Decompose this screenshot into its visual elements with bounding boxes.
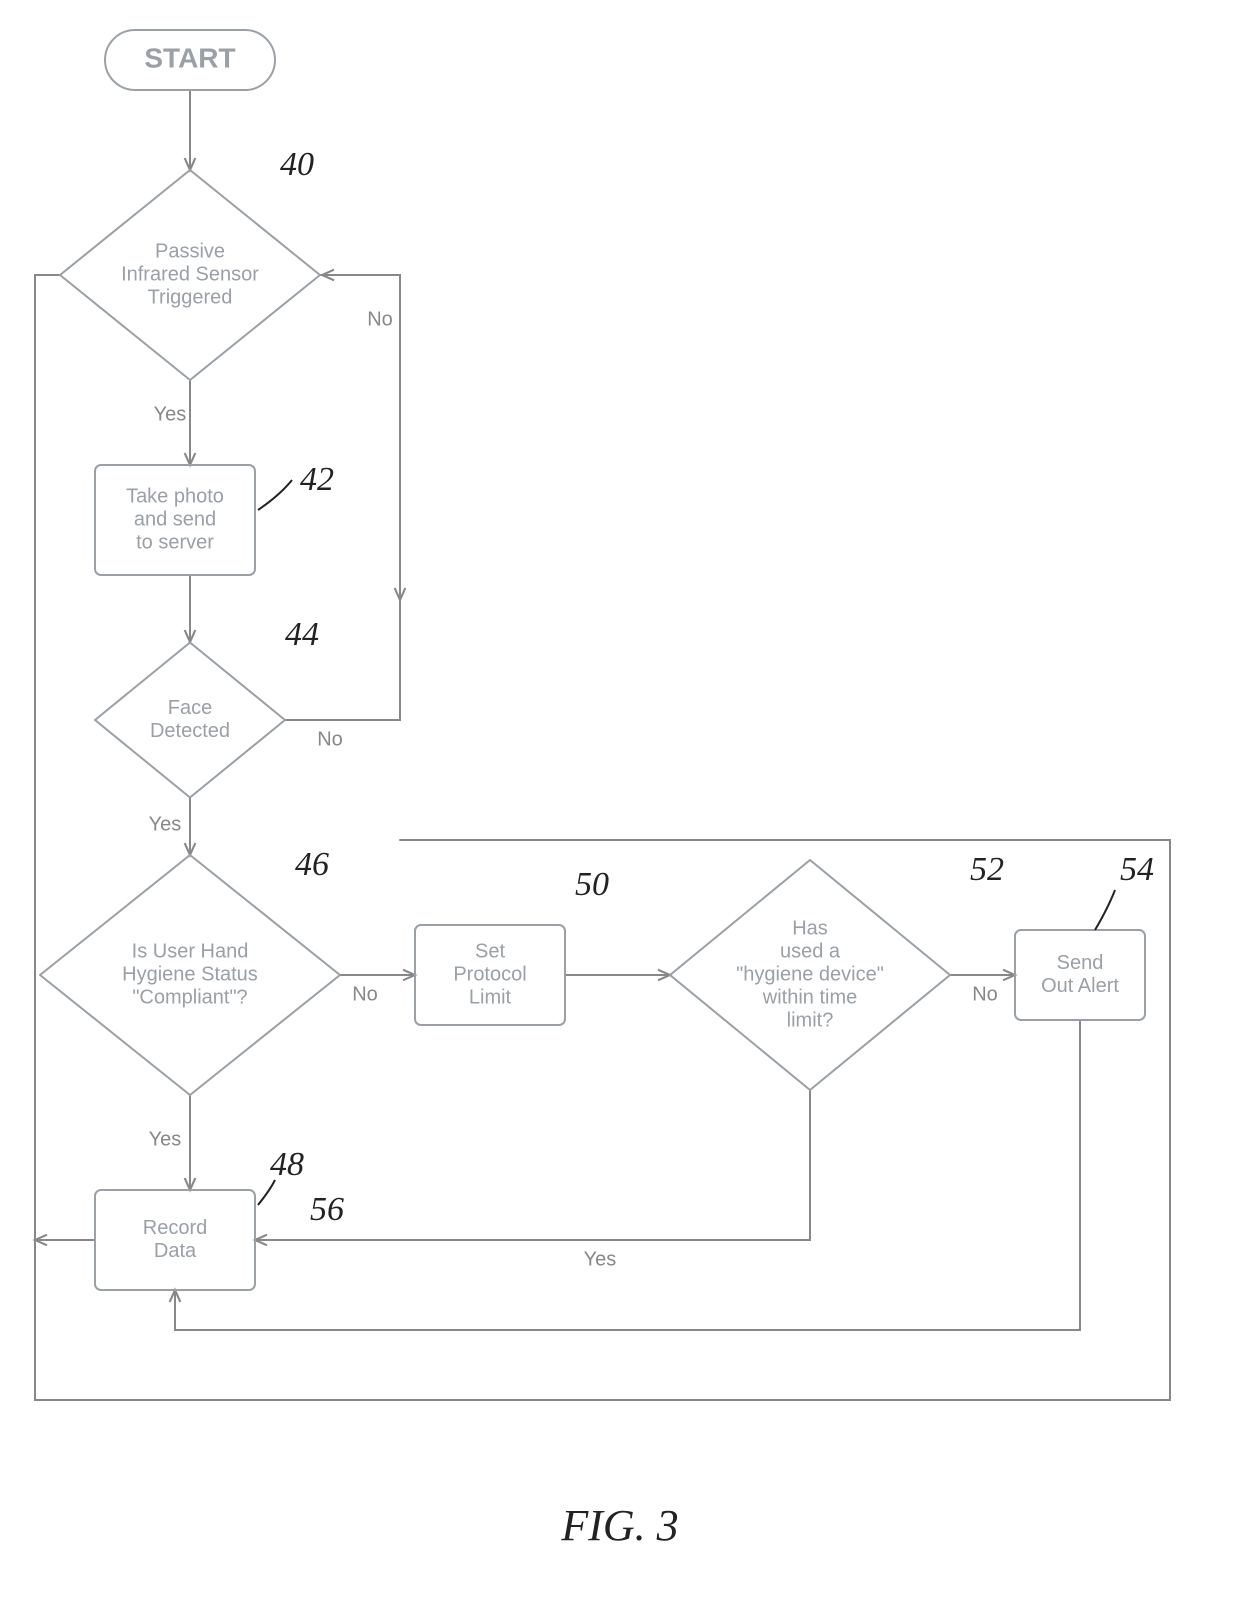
node-text-n54-0: Send <box>1057 952 1104 974</box>
node-text-n52-3: within time <box>762 986 857 1008</box>
node-text-n40-1: Infrared Sensor <box>121 263 259 285</box>
node-text-n52-0: Has <box>792 917 828 939</box>
ref-label-r56: 56 <box>310 1191 344 1228</box>
node-n50: SetProtocolLimit <box>415 925 565 1025</box>
ref-label-r48: 48 <box>270 1146 304 1183</box>
ref-label-r54: 54 <box>1120 851 1154 888</box>
nodes-layer: START PassiveInfrared SensorTriggered Take… <box>40 30 1145 1290</box>
edge-label-e-44-46: Yes <box>149 813 182 835</box>
node-start: START <box>105 30 275 90</box>
ref-label-r44: 44 <box>285 616 319 653</box>
node-n54: SendOut Alert <box>1015 930 1145 1020</box>
node-n44: FaceDetected <box>95 643 285 798</box>
edge-label-e-40-42: Yes <box>154 403 187 425</box>
node-text-n50-1: Protocol <box>453 963 526 985</box>
ref-label-r42: 42 <box>300 461 334 498</box>
edge-label-e-46-50: No <box>352 983 378 1005</box>
node-text-n44-0: Face <box>168 697 212 719</box>
node-n48: RecordData <box>95 1190 255 1290</box>
edge-e-54-48 <box>175 1020 1080 1330</box>
ref-leader-l54 <box>1095 890 1115 930</box>
node-n40: PassiveInfrared SensorTriggered <box>60 170 320 380</box>
node-text-n46-0: Is User Hand <box>132 940 249 962</box>
edge-label-e-44-no: No <box>317 728 343 750</box>
node-text-n42-1: and send <box>134 508 216 530</box>
node-text-n44-1: Detected <box>150 720 230 742</box>
ref-leader-l48 <box>258 1180 275 1205</box>
node-n52: Hasused a"hygiene device"within timelimi… <box>670 860 950 1090</box>
ref-leader-l42 <box>258 480 292 510</box>
node-text-n46-2: "Compliant"? <box>132 986 247 1008</box>
node-text-n48-0: Record <box>143 1217 207 1239</box>
node-text-n50-2: Limit <box>469 986 512 1008</box>
figure-caption: FIG. 3 <box>560 1501 678 1550</box>
node-n46: Is User HandHygiene Status"Compliant"? <box>40 855 340 1095</box>
edge-label-e-40-no: No <box>367 308 393 330</box>
edge-label-e-52-yes: Yes <box>584 1248 617 1270</box>
node-text-n52-4: limit? <box>787 1009 834 1031</box>
node-text-n48-1: Data <box>154 1240 197 1262</box>
node-text-n40-2: Triggered <box>148 286 233 308</box>
node-text-n52-1: used a <box>780 940 841 962</box>
ref-label-r46: 46 <box>295 846 329 883</box>
node-text-n40-0: Passive <box>155 240 225 262</box>
ref-label-r50: 50 <box>575 866 609 903</box>
node-text-n46-1: Hygiene Status <box>122 963 258 985</box>
node-text-start-0: START <box>144 42 235 73</box>
node-text-n42-0: Take photo <box>126 485 224 507</box>
edge-label-e-52-54: No <box>972 983 998 1005</box>
node-text-n52-2: "hygiene device" <box>736 963 884 985</box>
node-text-n54-1: Out Alert <box>1041 975 1119 997</box>
ref-label-r40: 40 <box>280 146 314 183</box>
node-text-n50-0: Set <box>475 940 505 962</box>
edge-label-e-46-48: Yes <box>149 1128 182 1150</box>
node-text-n42-2: to server <box>136 531 214 553</box>
ref-label-r52: 52 <box>970 851 1004 888</box>
node-n42: Take photoand sendto server <box>95 465 255 575</box>
